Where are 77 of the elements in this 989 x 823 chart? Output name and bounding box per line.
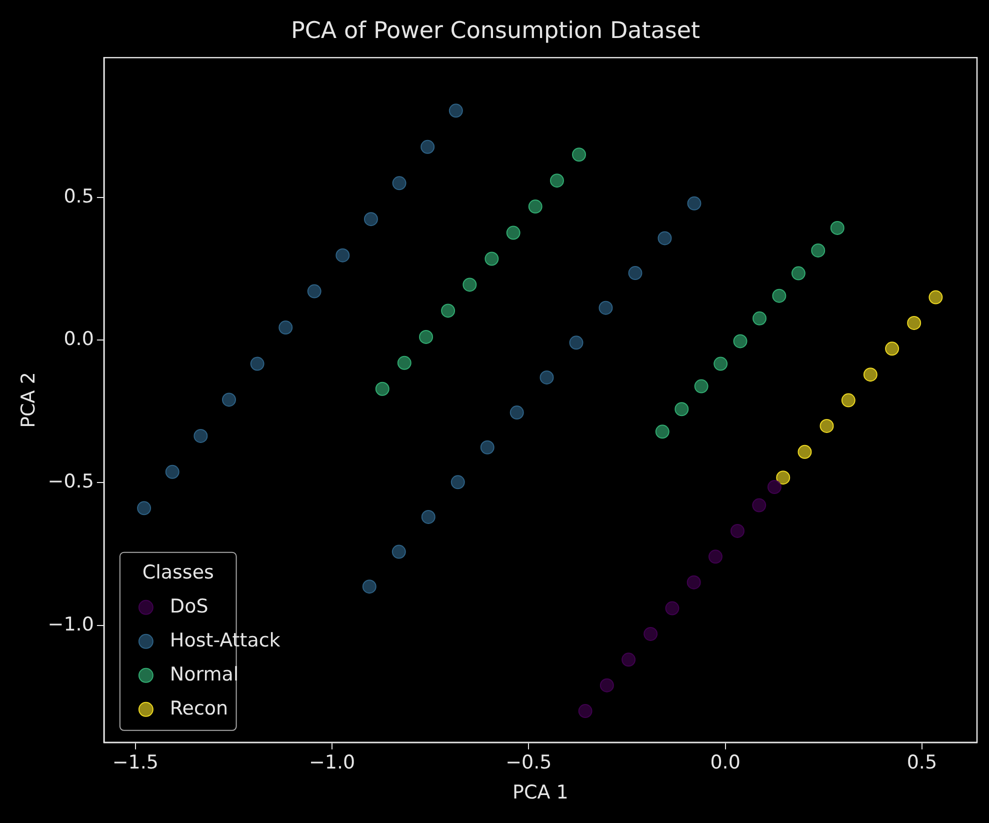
legend-label: Recon (170, 697, 228, 720)
point (528, 200, 542, 214)
point (714, 356, 728, 371)
point (572, 148, 586, 162)
point (686, 575, 701, 590)
x-axis-title: PCA 1 (512, 782, 568, 804)
point (776, 470, 790, 485)
point (336, 248, 350, 262)
legend-title: Classes (142, 561, 214, 584)
point (484, 252, 499, 266)
point (863, 368, 878, 382)
point (772, 288, 786, 303)
point (510, 406, 524, 420)
point (362, 580, 376, 594)
point (644, 626, 658, 641)
point (885, 342, 900, 356)
chart-title: PCA of Power Consumption Dataset (290, 18, 700, 44)
y-tick-label: 0.5 (64, 185, 94, 208)
point (928, 290, 943, 304)
y-tick-label: −1.0 (48, 613, 94, 636)
point (752, 311, 767, 326)
point (392, 544, 406, 559)
point (674, 402, 689, 416)
point (600, 678, 614, 692)
point (397, 356, 412, 370)
point (791, 266, 806, 280)
point (375, 382, 390, 396)
point (687, 196, 702, 210)
point (708, 550, 722, 564)
point (578, 704, 592, 718)
point (598, 300, 613, 315)
point (767, 480, 782, 494)
point (250, 356, 264, 371)
point (550, 174, 564, 188)
point (421, 510, 436, 524)
point (165, 464, 180, 479)
point (841, 393, 856, 408)
y-tick-label: 0.0 (64, 328, 94, 350)
x-tick-label: −1.5 (112, 752, 158, 774)
point (441, 304, 456, 318)
point (392, 176, 406, 190)
point (506, 226, 520, 240)
y-axis-title: PCA 2 (17, 372, 40, 428)
point (278, 320, 293, 335)
point (665, 601, 680, 616)
x-tick-label: 0.5 (906, 752, 938, 774)
point (622, 652, 636, 667)
point (462, 278, 477, 292)
point (419, 330, 434, 344)
point (307, 284, 322, 298)
point (820, 418, 834, 433)
point (420, 140, 435, 154)
y-tick-label: −0.5 (48, 470, 94, 493)
point (811, 243, 826, 258)
x-tick-label: −1.0 (308, 752, 356, 774)
point (480, 440, 494, 454)
point (798, 444, 812, 459)
point (364, 212, 378, 226)
point (222, 392, 236, 407)
point (194, 428, 208, 443)
point (540, 370, 554, 384)
point (569, 336, 584, 350)
point (830, 220, 844, 235)
point (752, 498, 766, 512)
point (137, 501, 152, 516)
point (450, 475, 465, 490)
x-tick-label: −0.5 (506, 752, 552, 774)
legend-label: DoS (170, 595, 208, 618)
point (628, 266, 642, 280)
point (907, 316, 922, 330)
point (655, 424, 670, 439)
point (694, 379, 708, 394)
point (730, 524, 744, 538)
point (658, 231, 672, 246)
point (448, 104, 463, 118)
point (733, 334, 748, 348)
x-tick-label: 0.0 (710, 752, 740, 774)
